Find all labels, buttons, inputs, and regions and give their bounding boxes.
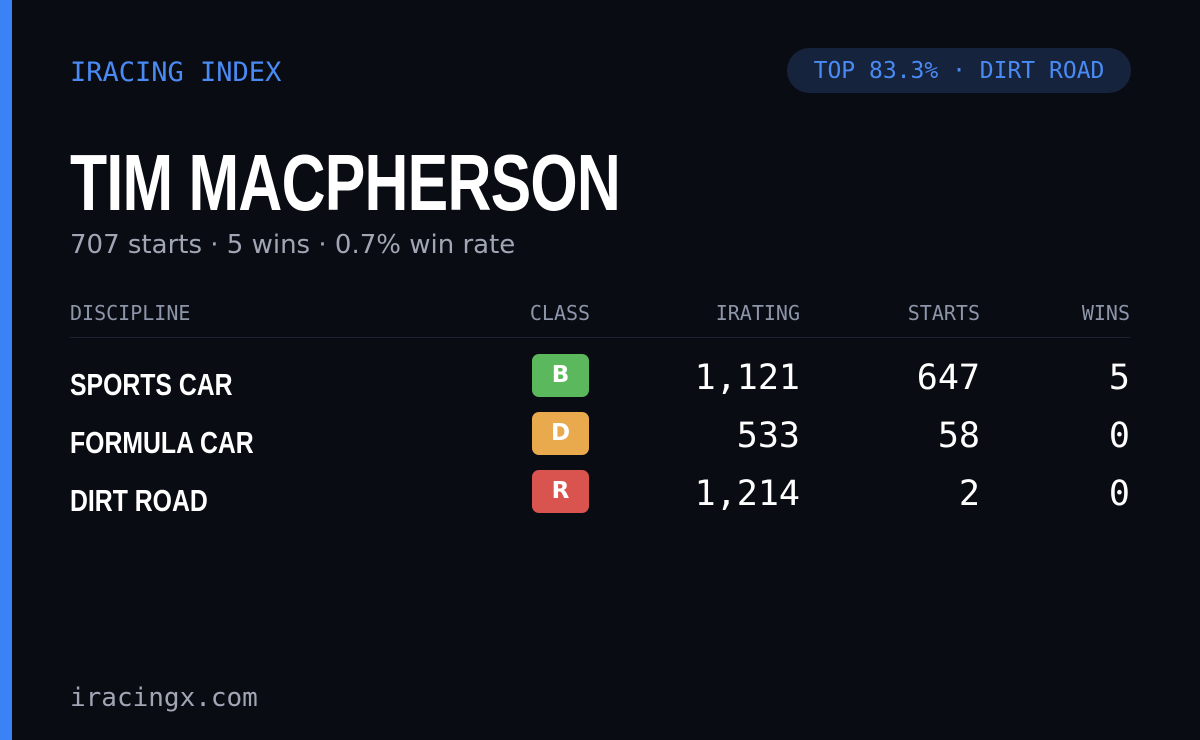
starts: 2 [958, 474, 980, 514]
rank-badge: TOP 83.3% · DIRT ROAD [787, 48, 1131, 93]
irating: 1,214 [694, 474, 800, 514]
divider [70, 337, 1130, 338]
class-badge: B [532, 354, 589, 397]
irating: 1,121 [694, 358, 800, 398]
driver-name: TIM MACPHERSON [70, 138, 621, 227]
discipline: DIRT ROAD [70, 483, 208, 518]
column-header: STARTS [907, 301, 980, 325]
class-badge: R [532, 470, 589, 513]
column-header: IRATING [715, 301, 800, 325]
summary: 707 starts · 5 wins · 0.7% win rate [70, 230, 516, 260]
wins: 0 [1108, 416, 1130, 456]
footer-site: iracingx.com [70, 683, 258, 713]
irating: 533 [736, 416, 800, 456]
brand: IRACING INDEX [70, 57, 282, 88]
column-header: CLASS [529, 301, 591, 325]
starts: 647 [916, 358, 980, 398]
class-badge: D [532, 412, 589, 455]
accent-bar [0, 0, 12, 740]
discipline: FORMULA CAR [70, 425, 254, 460]
starts: 58 [937, 416, 980, 456]
wins: 5 [1108, 358, 1130, 398]
wins: 0 [1108, 474, 1130, 514]
column-header: WINS [1081, 301, 1130, 325]
column-header: DISCIPLINE [70, 301, 191, 325]
discipline: SPORTS CAR [70, 367, 233, 402]
